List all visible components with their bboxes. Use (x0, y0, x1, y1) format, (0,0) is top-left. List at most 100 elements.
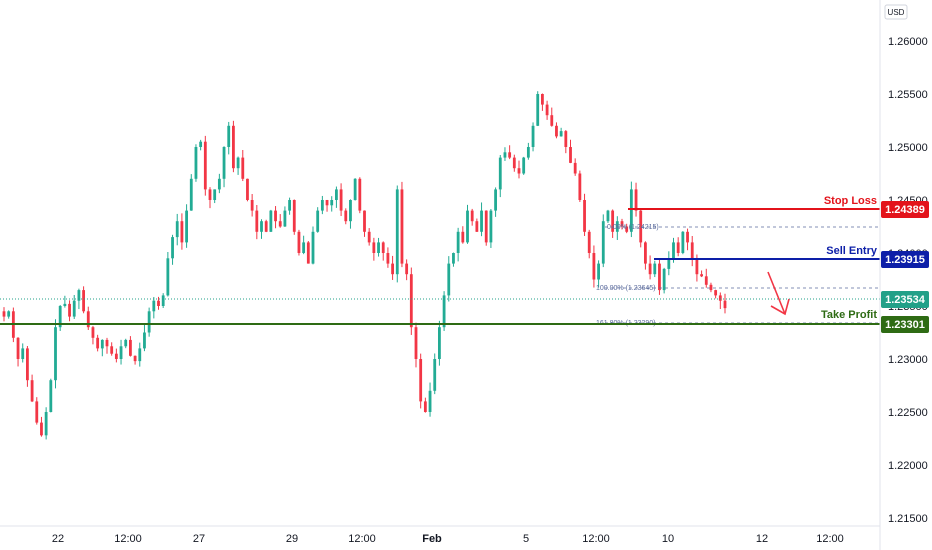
candle (180, 213, 184, 250)
candle (264, 219, 268, 233)
candle (105, 337, 109, 354)
candle (185, 204, 188, 248)
candle (110, 342, 114, 356)
candle (339, 183, 343, 217)
candle (203, 135, 207, 196)
time-tick-label: 10 (662, 533, 674, 545)
candle (489, 209, 493, 248)
candle (325, 199, 329, 212)
candle (260, 219, 263, 239)
candle (21, 343, 25, 363)
candle (320, 195, 324, 215)
candle (49, 378, 53, 413)
price-tick-label: 1.23000 (888, 354, 928, 366)
candle (644, 241, 647, 270)
candle (44, 407, 48, 440)
candle (573, 158, 577, 176)
candle (213, 189, 217, 204)
time-tick-label: 5 (523, 533, 529, 545)
candle (447, 256, 451, 302)
candle (269, 209, 273, 232)
candle (175, 213, 179, 246)
candle (330, 196, 334, 212)
candle (517, 160, 521, 179)
candle (306, 241, 310, 264)
candle (461, 226, 465, 244)
currency-badge[interactable]: USD (884, 4, 908, 20)
fib-0-label: 0.00% (1.24215) (607, 224, 659, 231)
candle (704, 268, 708, 288)
candle (335, 186, 338, 208)
candle (653, 260, 657, 278)
candle (597, 260, 600, 288)
candle (690, 236, 694, 267)
candle (138, 342, 142, 367)
candle (545, 100, 549, 120)
sell-entry-price: 1.23915 (885, 254, 925, 266)
candle (414, 322, 418, 368)
candle (250, 194, 254, 217)
candle (466, 204, 469, 244)
stop-loss-price-badge: 1.24389 (881, 201, 929, 218)
candle (428, 382, 432, 417)
take-profit-price-badge: 1.23301 (881, 316, 929, 333)
candle (583, 193, 586, 236)
candle (723, 293, 727, 314)
take-profit-price: 1.23301 (885, 319, 925, 331)
candle (503, 147, 507, 161)
candle (147, 307, 151, 337)
candle (606, 209, 610, 223)
candle (311, 226, 315, 265)
candle (227, 121, 231, 155)
candle (189, 174, 193, 211)
candle (349, 199, 352, 229)
time-tick-label: 12:00 (114, 533, 142, 545)
stop-loss-label: Stop Loss (824, 195, 877, 207)
fib-100-label: 100.00% (1.23645) (596, 285, 656, 292)
candle (480, 202, 483, 237)
candle (615, 216, 619, 240)
candle (381, 241, 385, 261)
down-arrow-icon (767, 271, 790, 316)
candle (367, 228, 371, 246)
candle (452, 252, 455, 267)
candle (372, 237, 376, 261)
candle (634, 182, 638, 217)
candle (26, 345, 29, 387)
price-tick-label: 1.25500 (888, 89, 928, 101)
candle (363, 210, 366, 237)
candle (423, 397, 427, 413)
candle (278, 214, 282, 228)
candle (564, 130, 568, 154)
candle (475, 218, 479, 232)
candle (681, 231, 685, 255)
candle (194, 144, 198, 182)
candle (166, 251, 170, 297)
time-tick-label: 22 (52, 533, 64, 545)
candle (494, 187, 497, 217)
candle (288, 197, 291, 215)
candle (274, 206, 277, 229)
current-price-badge: 1.23534 (881, 291, 929, 308)
price-axis[interactable] (880, 0, 932, 550)
candle (222, 146, 226, 188)
candle (508, 145, 512, 160)
candle (611, 209, 615, 238)
candle (30, 374, 34, 403)
candle (16, 337, 20, 367)
candle (68, 300, 71, 322)
time-tick-label: Feb (422, 533, 442, 545)
candle (40, 416, 43, 437)
candle (241, 149, 245, 182)
candle (292, 199, 296, 235)
time-axis[interactable]: 22 12:00 27 29 12:00 Feb 5 12:00 10 12 12:00 (52, 533, 844, 545)
price-tick-label: 1.22000 (888, 460, 928, 472)
candle (419, 353, 423, 409)
candle (526, 142, 530, 160)
candle (667, 251, 671, 276)
candle (54, 319, 57, 389)
candle (601, 214, 605, 268)
candle (129, 336, 132, 357)
candle (161, 293, 165, 309)
